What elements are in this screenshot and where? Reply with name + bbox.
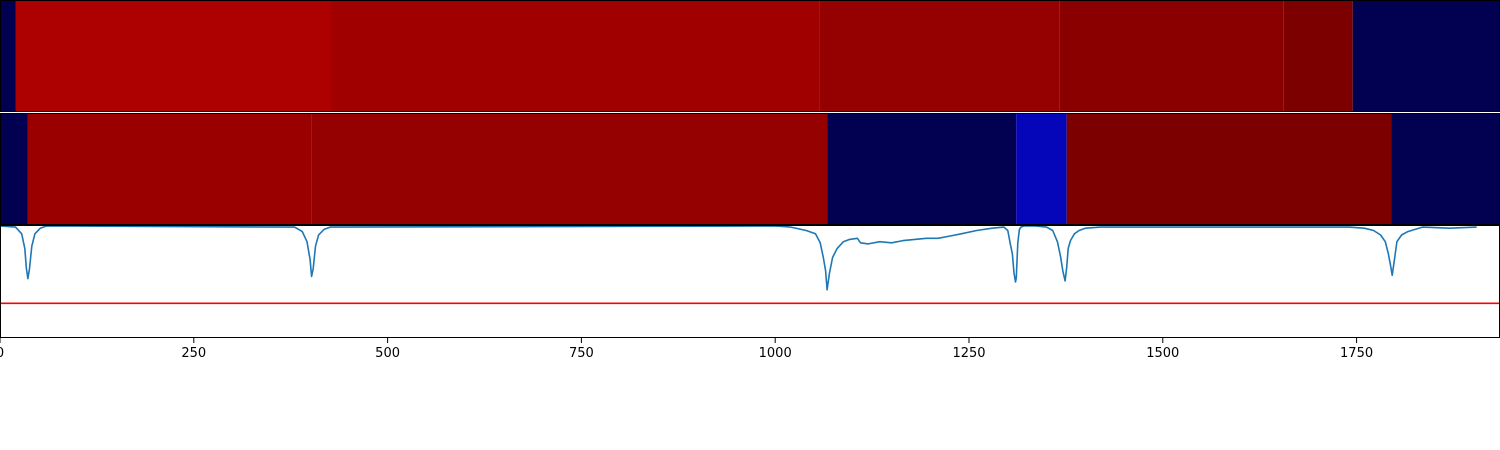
heatmap-top-segment-6 xyxy=(1352,1,1500,112)
x-axis: 0 250 500 750 1000 1250 1500 1750 xyxy=(0,338,1373,361)
x-tick-label: 1750 xyxy=(1340,346,1373,361)
heatmap-middle-segment-2 xyxy=(311,114,828,225)
heatmap-top-segment-2 xyxy=(331,1,820,112)
heatmap-middle-segment-3 xyxy=(827,114,1017,225)
heatmap-panel-middle xyxy=(0,114,1500,225)
heatmap-top-segment-3 xyxy=(819,1,1060,112)
x-tick-label: 1500 xyxy=(1146,346,1179,361)
x-tick-label: 500 xyxy=(375,346,400,361)
x-tick-label: 1000 xyxy=(759,346,792,361)
x-tick-label: 1250 xyxy=(952,346,985,361)
x-tick-label: 250 xyxy=(181,346,206,361)
heatmap-top-segment-4 xyxy=(1059,1,1284,112)
heatmap-panel-top xyxy=(0,1,1500,112)
heatmap-top-segment-0 xyxy=(0,1,16,112)
x-tick-label: 0 xyxy=(0,346,4,361)
heatmap-top-segment-5 xyxy=(1283,1,1353,112)
x-tick-label: 750 xyxy=(569,346,594,361)
heatmap-top-segment-1 xyxy=(15,1,332,112)
heatmap-middle-segment-1 xyxy=(27,114,312,225)
line-plot-panel xyxy=(0,225,1500,305)
heatmap-middle-segment-5 xyxy=(1066,114,1392,225)
series-line-0 xyxy=(0,225,1477,291)
heatmap-middle-segment-6 xyxy=(1391,114,1500,225)
heatmap-middle-segment-4 xyxy=(1016,114,1067,225)
heatmap-middle-segment-0 xyxy=(0,114,28,225)
